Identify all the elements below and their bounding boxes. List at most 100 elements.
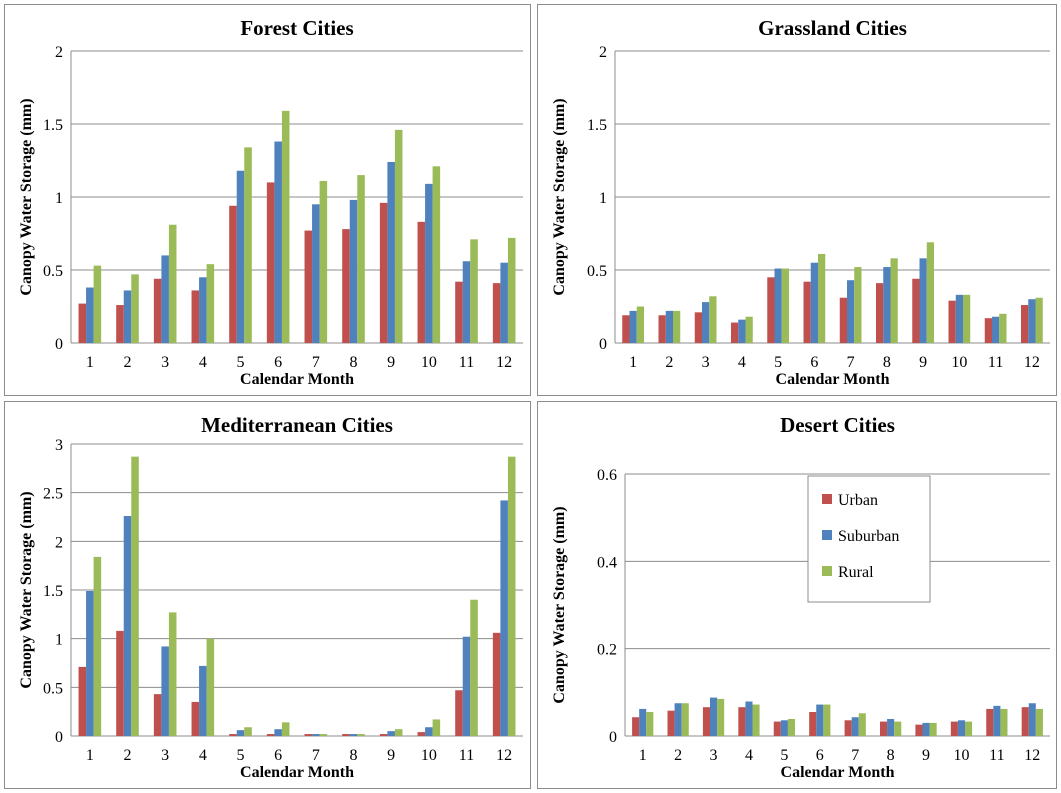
- forest-cities-panel: Forest Cities 0 0.5 1 1.5 2 1 2 3 4 5 6 7 8 9 10 11 12 Cal…: [4, 4, 531, 396]
- bar-urban-month-2: [116, 630, 124, 736]
- bar-suburban-month-3: [702, 302, 710, 343]
- x-axis-label: Calendar Month: [776, 371, 890, 388]
- bar-rural-month-8: [357, 175, 365, 343]
- bar-suburban-month-2: [123, 290, 132, 343]
- bar-urban-month-2: [116, 305, 124, 343]
- bar-suburban-month-7: [312, 204, 320, 343]
- chart-title: Grassland Cities: [758, 16, 907, 40]
- bar-urban-month-3: [153, 278, 162, 343]
- bar-rural-month-10: [965, 721, 973, 736]
- bar-rural-month-3: [717, 698, 725, 736]
- bar-urban-month-1: [78, 666, 87, 736]
- bar-suburban-month-11: [462, 261, 471, 343]
- x-tick-label: 1: [629, 354, 637, 371]
- chart-title: Desert Cities: [780, 413, 895, 437]
- bar-urban-month-1: [78, 303, 87, 343]
- x-axis-label: Calendar Month: [781, 764, 895, 781]
- bar-rural-month-6: [281, 722, 290, 736]
- bar-urban-month-7: [844, 720, 852, 736]
- x-tick-label: 7: [312, 747, 320, 764]
- y-axis-label: Canopy Water Storage (mm): [18, 98, 35, 295]
- y-tick-label: 0: [55, 336, 63, 353]
- bar-urban-month-9: [379, 734, 388, 736]
- bar-urban-month-7: [839, 297, 847, 343]
- bar-urban-month-12: [1021, 707, 1029, 736]
- bar-rural-month-8: [890, 258, 898, 343]
- x-tick-label: 11: [459, 354, 474, 371]
- bar-rural-month-7: [319, 180, 328, 343]
- bar-urban-month-1: [632, 717, 640, 736]
- x-tick-label: 7: [851, 747, 859, 764]
- bar-urban-month-3: [694, 312, 702, 343]
- bar-urban-month-8: [880, 721, 888, 736]
- y-tick-label: 2.5: [43, 486, 63, 503]
- x-tick-label: 9: [387, 747, 395, 764]
- y-tick-label: 0.4: [597, 554, 617, 571]
- bar-suburban-month-5: [236, 730, 245, 736]
- bar-suburban-month-7: [851, 717, 859, 736]
- desert-cities-panel: Desert Cities 0 0.2 0.4 0.6 1 2 3 4 5 6 7 8 9 10 11 12 Ca…: [537, 401, 1057, 789]
- chart-title: Forest Cities: [240, 16, 353, 40]
- bar-rural-month-2: [131, 456, 139, 736]
- y-tick-label: 2: [599, 44, 607, 61]
- bar-urban-month-7: [304, 734, 313, 736]
- y-axis-label: Canopy Water Storage (mm): [551, 98, 568, 295]
- bar-rural-month-8: [357, 734, 365, 736]
- bar-rural-month-3: [168, 612, 177, 736]
- bar-rural-month-7: [319, 734, 328, 736]
- bar-rural-month-9: [926, 242, 934, 343]
- bar-urban-month-1: [622, 315, 630, 343]
- bar-urban-month-9: [379, 202, 388, 343]
- x-tick-label: 8: [887, 747, 895, 764]
- bar-rural-month-2: [681, 703, 689, 736]
- bar-urban-month-6: [809, 711, 817, 736]
- bar-urban-month-5: [229, 734, 237, 736]
- bar-suburban-month-4: [199, 665, 207, 736]
- bar-urban-month-6: [266, 734, 275, 736]
- bar-urban-month-4: [738, 707, 746, 736]
- x-tick-label: 1: [639, 747, 647, 764]
- y-tick-label: 2: [55, 534, 63, 551]
- bar-rural-month-4: [745, 316, 753, 343]
- bar-urban-month-4: [731, 322, 739, 343]
- legend-label-suburban: Suburban: [838, 528, 899, 545]
- x-tick-label: 3: [710, 747, 718, 764]
- bar-rural-month-1: [93, 556, 102, 736]
- x-tick-label: 12: [1024, 747, 1040, 764]
- y-tick-label: 1.5: [43, 583, 63, 600]
- bar-suburban-month-10: [425, 183, 433, 343]
- bar-suburban-month-1: [629, 310, 637, 343]
- bar-suburban-month-6: [810, 262, 818, 343]
- bar-rural-month-3: [168, 224, 177, 343]
- bar-urban-month-8: [876, 283, 884, 343]
- y-tick-label: 0.6: [597, 467, 617, 484]
- bar-urban-month-11: [455, 690, 463, 736]
- bar-rural-month-8: [894, 721, 902, 736]
- x-tick-label: 10: [421, 747, 437, 764]
- bar-rural-month-10: [963, 294, 971, 343]
- bar-suburban-month-10: [425, 727, 433, 736]
- x-tick-label: 10: [951, 354, 967, 371]
- bar-urban-month-12: [492, 283, 501, 343]
- bar-urban-month-8: [342, 734, 350, 736]
- bar-rural-month-1: [636, 306, 644, 343]
- bar-urban-month-6: [266, 182, 275, 343]
- bar-urban-month-3: [702, 707, 710, 736]
- bar-rural-month-11: [470, 599, 478, 736]
- bar-rural-month-10: [432, 719, 441, 736]
- y-tick-label: 0: [609, 729, 617, 746]
- bar-rural-month-10: [432, 166, 441, 343]
- x-tick-label: 9: [919, 354, 927, 371]
- y-tick-label: 2: [55, 44, 63, 61]
- bar-suburban-month-3: [710, 697, 718, 736]
- y-tick-label: 1: [55, 190, 63, 207]
- bar-suburban-month-8: [349, 199, 358, 343]
- x-tick-label: 5: [237, 354, 245, 371]
- bar-rural-month-5: [244, 147, 252, 343]
- bar-suburban-month-4: [745, 701, 753, 736]
- legend-label-rural: Rural: [838, 564, 874, 581]
- y-tick-label: 0.5: [43, 263, 63, 280]
